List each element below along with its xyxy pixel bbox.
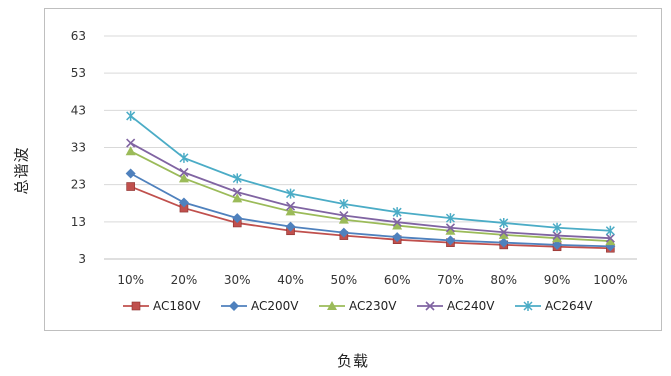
y-tick-label: 13	[71, 215, 86, 229]
x-tick-label: 30%	[224, 273, 251, 287]
data-point-ac240v	[339, 210, 349, 221]
data-point-ac240v	[232, 187, 242, 197]
data-point-ac240v	[605, 233, 615, 243]
data-point-ac264v	[126, 110, 136, 121]
data-point-ac200v	[178, 197, 189, 208]
legend-label: AC230V	[349, 299, 397, 313]
data-point-ac200v	[232, 213, 243, 224]
data-point-ac240v	[445, 223, 456, 233]
line-chart: 3 13 23 33 43 53 63 10% 20% 30% 40% 50% 60% 70% 80% 90%…	[71, 29, 637, 313]
x-tick-label: 100%	[593, 273, 627, 287]
data-point-ac264v	[339, 198, 349, 209]
data-point-ac200v	[285, 221, 296, 232]
data-point-ac230v	[498, 229, 509, 239]
data-point-ac264v	[499, 217, 509, 228]
series-line-ac264v	[130, 115, 611, 232]
x-axis-label: 负载	[336, 352, 369, 370]
data-point-ac230v	[232, 193, 243, 203]
legend-label: AC264V	[545, 299, 593, 313]
x-tick-label: 80%	[490, 273, 517, 287]
y-tick-label: 3	[78, 252, 86, 266]
data-point-ac230v	[552, 233, 563, 243]
legend-label: AC200V	[251, 299, 299, 313]
x-tick-label: 50%	[331, 273, 358, 287]
legend-marker	[229, 301, 239, 311]
series-line-ac230v	[130, 150, 611, 243]
legend-label: AC240V	[447, 299, 495, 313]
data-point-ac240v	[499, 227, 509, 237]
data-point-ac180v	[126, 182, 135, 191]
data-point-ac200v	[445, 235, 456, 246]
legend-marker	[523, 301, 533, 311]
y-tick-label: 53	[71, 66, 86, 80]
y-tick-label: 23	[71, 178, 86, 192]
data-point-ac240v	[126, 138, 136, 148]
y-tick-label: 43	[71, 103, 86, 117]
x-tick-label: 20%	[171, 273, 198, 287]
series-line-ac200v	[130, 172, 611, 248]
data-point-ac264v	[232, 173, 242, 184]
legend-label: AC180V	[153, 299, 201, 313]
series-line-ac240v	[130, 142, 611, 240]
y-tick-label: 63	[71, 29, 86, 43]
data-point-ac264v	[605, 225, 615, 236]
data-point-ac240v	[285, 201, 296, 211]
data-point-ac240v	[392, 217, 402, 227]
data-point-ac240v	[552, 231, 562, 241]
x-tick-label: 10%	[117, 273, 144, 287]
x-tick-label: 40%	[277, 273, 304, 287]
data-point-ac230v	[338, 214, 349, 224]
chart-frame: 3 13 23 33 43 53 63 10% 20% 30% 40% 50% 60% 70% 80% 90%…	[44, 8, 662, 331]
data-point-ac200v	[392, 232, 403, 243]
data-point-ac264v	[552, 222, 562, 233]
data-point-ac230v	[605, 236, 616, 246]
data-point-ac264v	[179, 152, 189, 163]
data-point-ac240v	[179, 167, 189, 177]
x-tick-label: 60%	[384, 273, 411, 287]
x-tick-label: 70%	[437, 273, 464, 287]
data-point-ac200v	[498, 237, 509, 248]
data-point-ac200v	[552, 239, 563, 250]
y-tick-label: 33	[71, 141, 86, 155]
data-point-ac230v	[445, 225, 456, 235]
series-line-ac180v	[130, 185, 611, 250]
legend-marker	[425, 301, 435, 311]
data-point-ac230v	[178, 173, 189, 183]
data-point-ac264v	[445, 213, 455, 224]
legend-marker	[131, 301, 141, 311]
data-point-ac230v	[125, 146, 136, 156]
data-point-ac230v	[392, 220, 403, 230]
legend-marker	[327, 301, 337, 310]
data-point-ac230v	[285, 206, 296, 216]
data-point-ac264v	[286, 188, 296, 199]
data-point-ac264v	[392, 207, 402, 218]
data-point-ac200v	[125, 168, 136, 179]
x-tick-label: 90%	[544, 273, 571, 287]
y-axis-label: 总谐波	[12, 146, 31, 195]
data-point-ac200v	[338, 227, 349, 238]
